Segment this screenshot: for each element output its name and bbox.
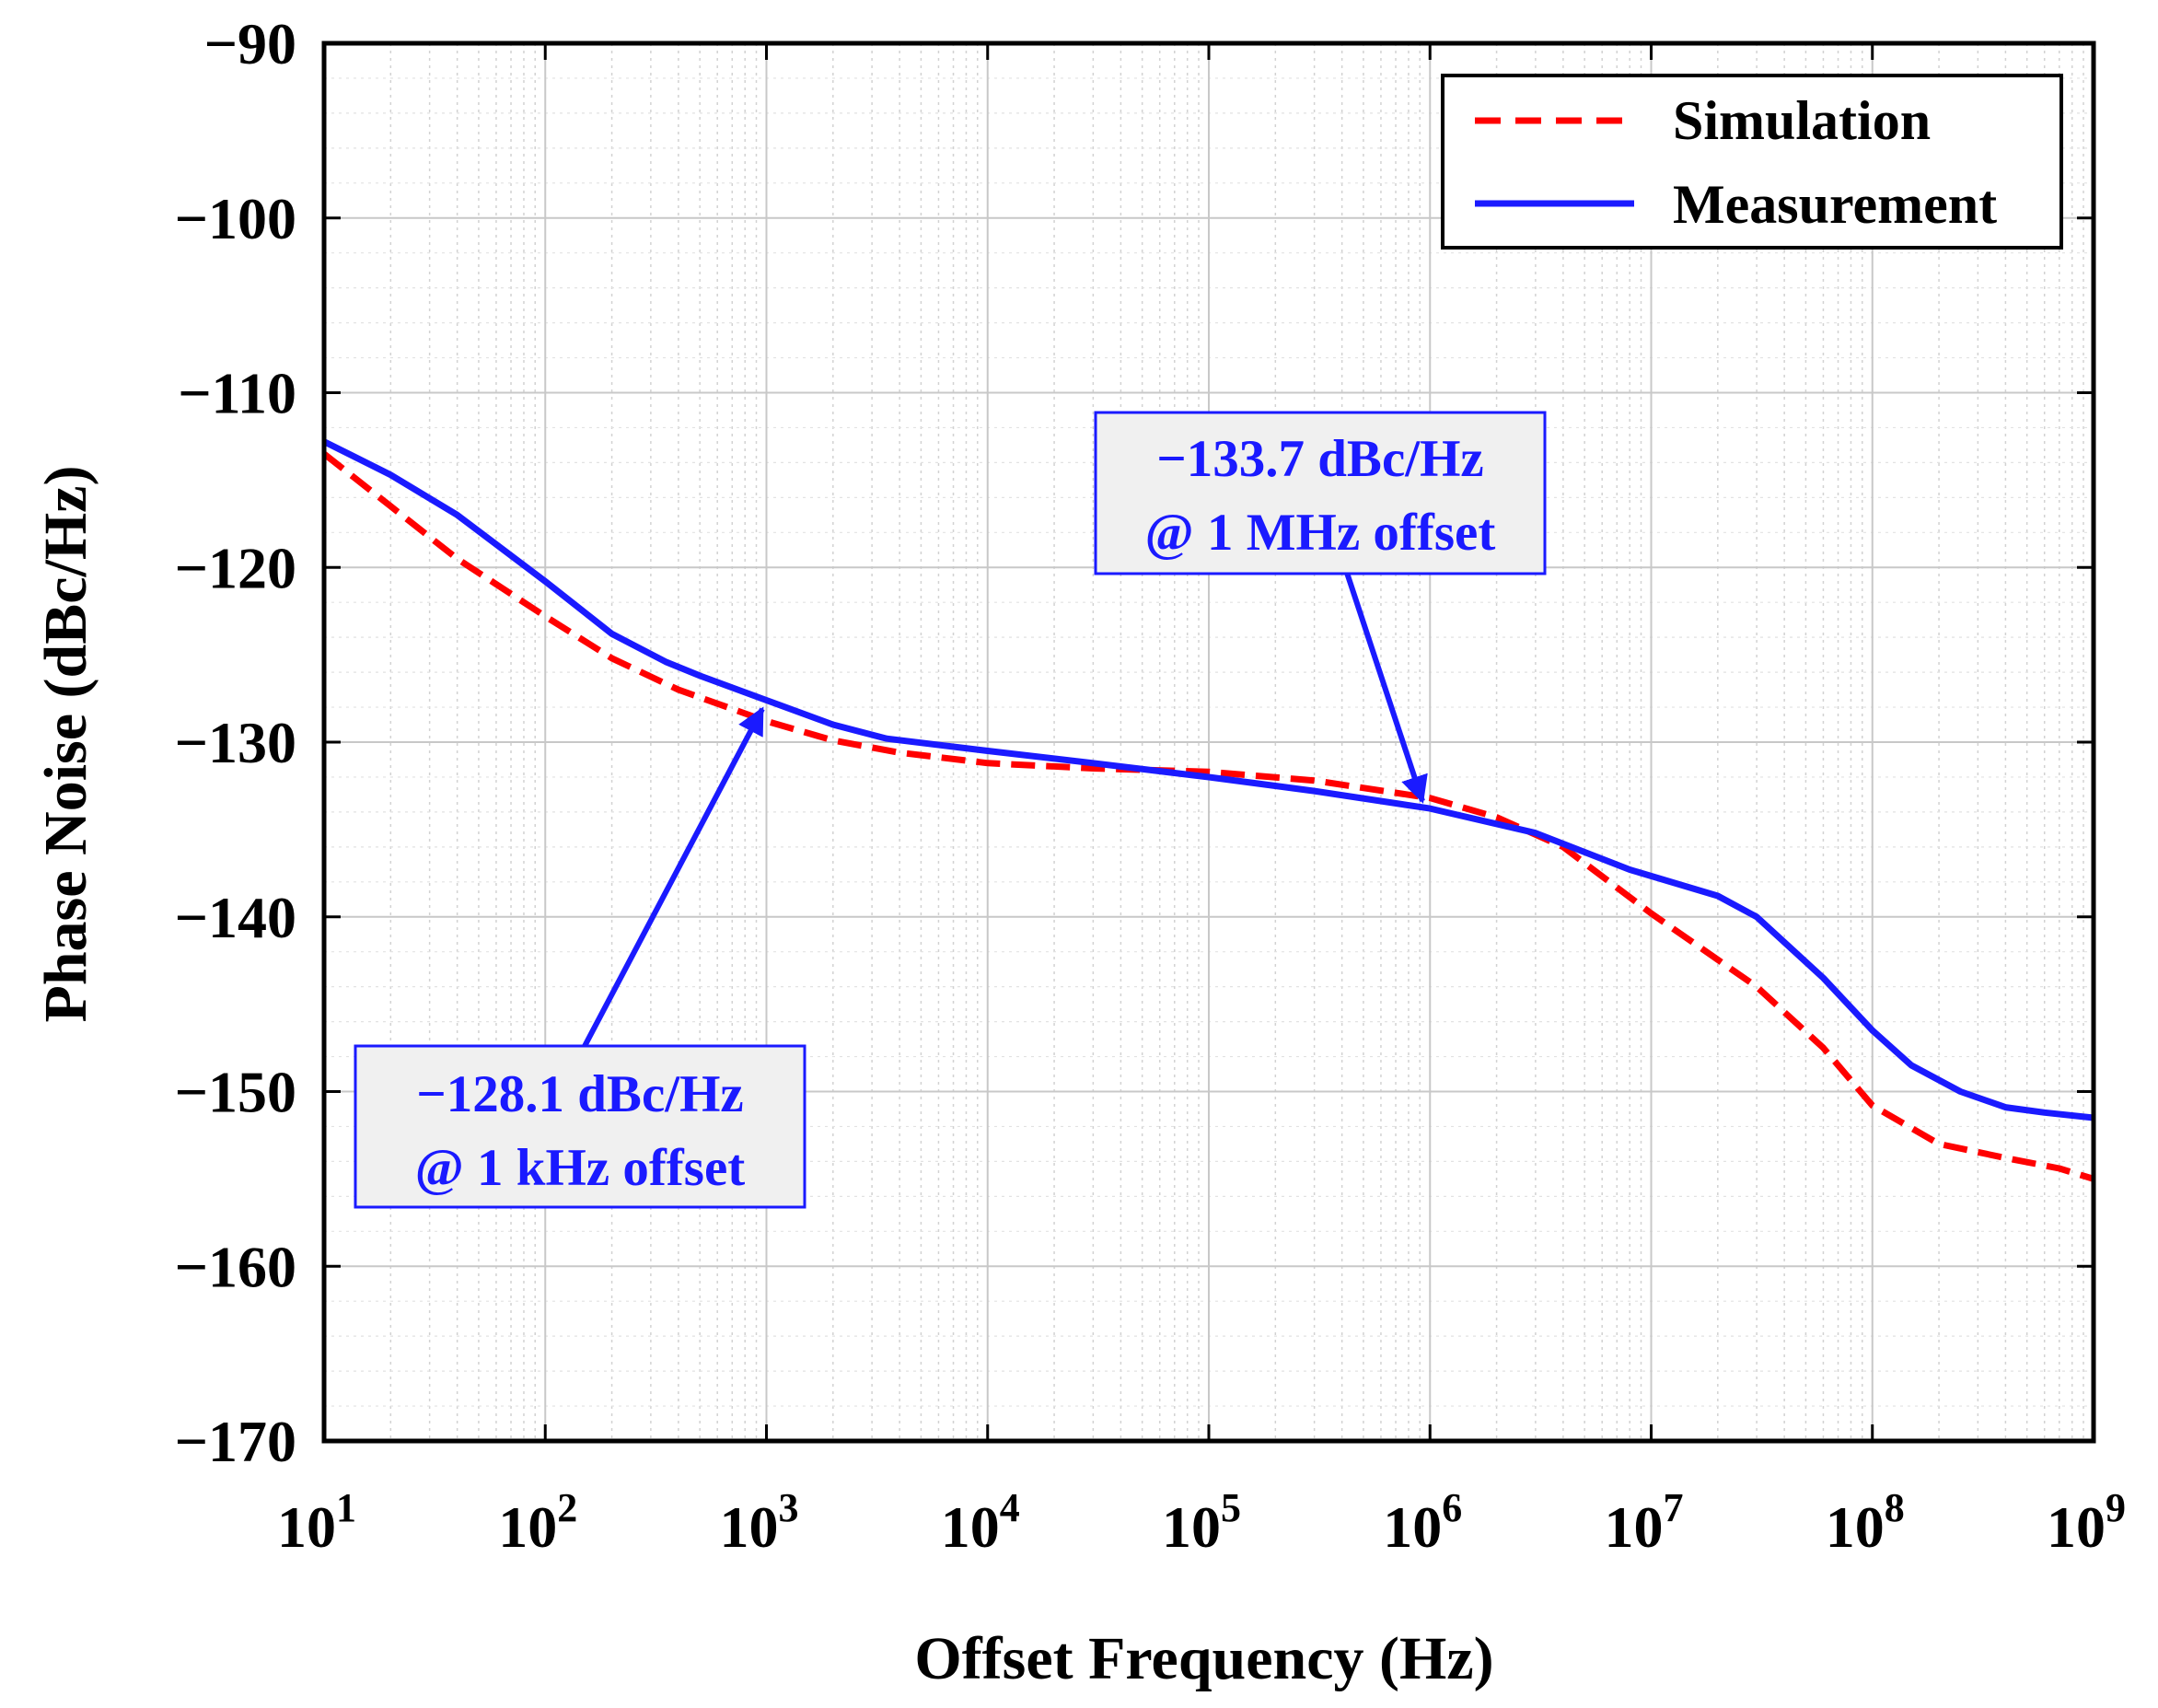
y-tick-label: −90 bbox=[204, 11, 296, 76]
annotation-1mhz-value: −133.7 dBc/Hz bbox=[1156, 430, 1483, 488]
legend-box bbox=[1441, 74, 2063, 250]
annotation-1mhz: −133.7 dBc/Hz @ 1 MHz offset bbox=[1094, 411, 1547, 804]
x-tick-label: 107 bbox=[1605, 1485, 1684, 1560]
legend-label-measurement: Measurement bbox=[1673, 174, 1997, 235]
y-tick-label: −100 bbox=[175, 186, 296, 251]
x-tick-label: 109 bbox=[2047, 1485, 2126, 1560]
series-line-simulation bbox=[321, 451, 2095, 1182]
y-tick-label: −170 bbox=[175, 1409, 296, 1474]
x-axis-title: Offset Frequency (Hz) bbox=[914, 1625, 1493, 1692]
y-axis-ticks: −90 −100 −110 −120 −130 −140 −150 −160 −170 bbox=[175, 11, 2094, 1474]
series-layer bbox=[321, 438, 2095, 1182]
x-tick-label: 101 bbox=[277, 1485, 356, 1560]
legend: Simulation Measurement bbox=[1441, 74, 2063, 250]
legend-label-simulation: Simulation bbox=[1673, 90, 1931, 151]
annotation-1khz: −128.1 dBc/Hz @ 1 kHz offset bbox=[354, 706, 806, 1209]
x-axis-ticks: 101 102 103 104 105 106 107 108 109 bbox=[277, 43, 2126, 1560]
annotation-1mhz-arrow bbox=[1344, 572, 1428, 804]
y-tick-label: −140 bbox=[175, 885, 296, 950]
annotation-1mhz-offset: @ 1 MHz offset bbox=[1145, 504, 1496, 562]
annotation-1mhz-box bbox=[1094, 411, 1547, 575]
y-tick-label: −160 bbox=[175, 1234, 296, 1299]
y-tick-label: −130 bbox=[175, 710, 296, 775]
x-tick-label: 104 bbox=[941, 1485, 1020, 1560]
series-line-measurement bbox=[322, 438, 2094, 1121]
annotation-1khz-offset: @ 1 kHz offset bbox=[415, 1139, 746, 1197]
annotation-1khz-value: −128.1 dBc/Hz bbox=[416, 1065, 743, 1123]
x-tick-label: 103 bbox=[720, 1485, 799, 1560]
x-tick-label: 108 bbox=[1826, 1485, 1905, 1560]
x-tick-label: 105 bbox=[1162, 1485, 1241, 1560]
y-tick-label: −150 bbox=[175, 1060, 296, 1125]
annotation-1khz-box bbox=[354, 1044, 806, 1209]
y-axis-title: Phase Noise (dBc/Hz) bbox=[32, 466, 99, 1023]
y-tick-label: −110 bbox=[178, 361, 296, 426]
x-tick-label: 106 bbox=[1383, 1485, 1462, 1560]
y-tick-label: −120 bbox=[175, 535, 296, 600]
annotation-1khz-arrow bbox=[580, 706, 765, 1052]
x-tick-label: 102 bbox=[498, 1485, 577, 1560]
